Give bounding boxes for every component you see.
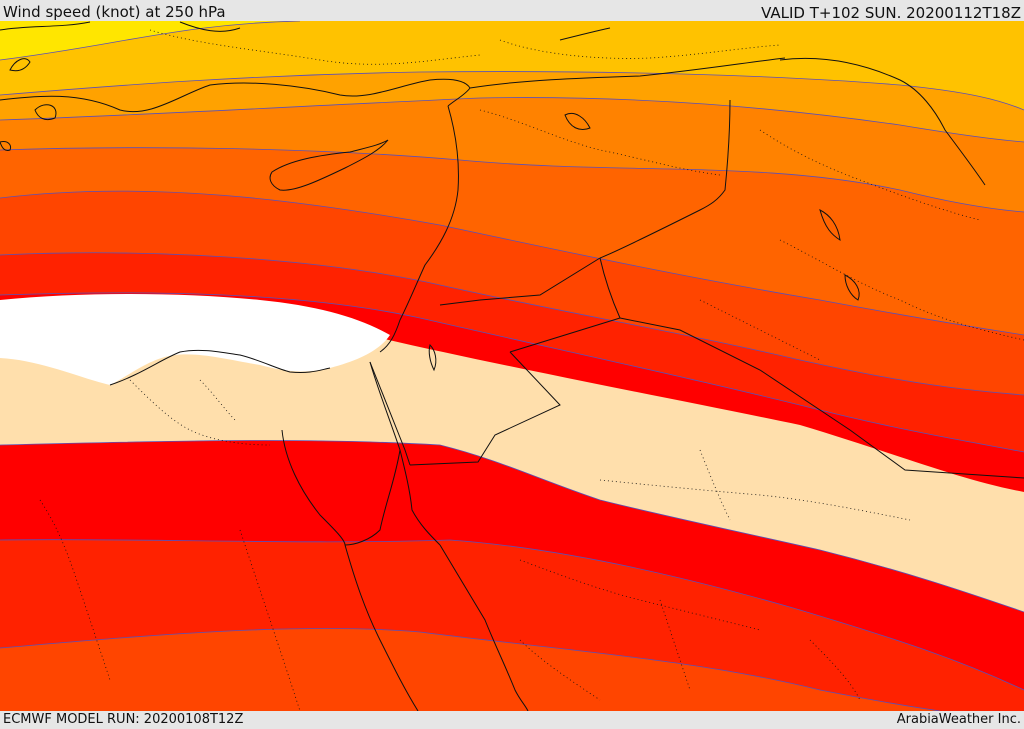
coastlines — [0, 21, 986, 711]
political-borders — [369, 57, 1024, 479]
isotach-contours — [0, 21, 1024, 711]
valid-time: VALID T+102 SUN. 20200112T18Z — [761, 4, 1021, 22]
regional-boundaries — [39, 29, 1024, 711]
map-footer: ECMWF MODEL RUN: 20200108T12Z ArabiaWeat… — [0, 711, 1024, 729]
band-calm — [0, 338, 1024, 612]
map-header: Wind speed (knot) at 250 hPa VALID T+102… — [0, 0, 1024, 22]
map-title: Wind speed (knot) at 250 hPa — [3, 3, 226, 21]
wind-speed-map — [0, 21, 1024, 711]
model-run: ECMWF MODEL RUN: 20200108T12Z — [3, 712, 244, 727]
band-red-orange-south — [0, 628, 940, 711]
jet-core — [0, 294, 390, 385]
credit: ArabiaWeather Inc. — [896, 712, 1021, 727]
